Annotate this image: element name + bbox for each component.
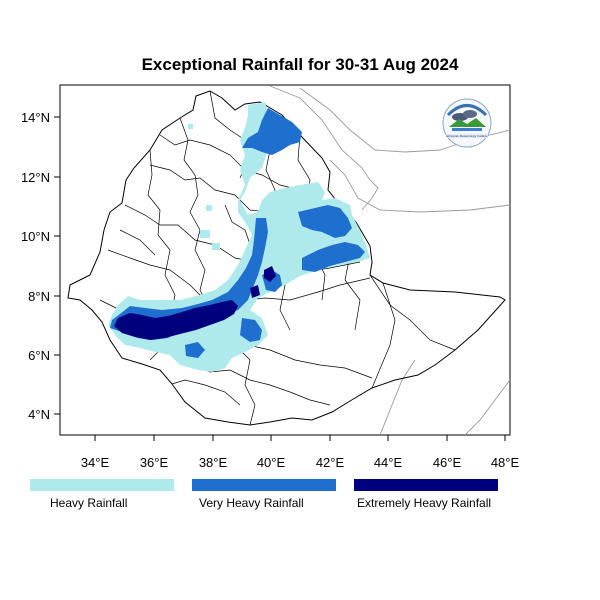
y-tick-label: 4°N	[28, 407, 50, 422]
x-tick-label: 48°E	[491, 455, 520, 470]
heavy-rainfall-area	[108, 102, 370, 372]
x-tick-labels: 34°E 36°E 38°E 40°E 42°E 44°E 46°E 48°E	[81, 455, 520, 470]
logo-text: Ethiopian Meteorology Institute	[446, 134, 488, 138]
y-tick-label: 6°N	[28, 348, 50, 363]
x-tick-label: 36°E	[140, 455, 169, 470]
extremely-heavy-rainfall-area	[114, 266, 276, 340]
legend-swatch-heavy	[30, 479, 174, 491]
x-tick-label: 34°E	[81, 455, 110, 470]
legend-label-extremely-heavy: Extremely Heavy Rainfall	[357, 496, 492, 510]
axis-ticks	[54, 116, 506, 441]
legend-label-very-heavy: Very Heavy Rainfall	[199, 496, 304, 510]
y-tick-label: 10°N	[21, 229, 50, 244]
y-tick-label: 8°N	[28, 289, 50, 304]
y-tick-labels: 14°N 12°N 10°N 8°N 6°N 4°N	[21, 110, 50, 422]
map-title: Exceptional Rainfall for 30-31 Aug 2024	[141, 55, 459, 74]
legend-swatch-very-heavy	[192, 479, 336, 491]
legend-label-heavy: Heavy Rainfall	[50, 496, 128, 510]
x-tick-label: 42°E	[316, 455, 345, 470]
country-outline	[67, 90, 506, 426]
x-tick-label: 38°E	[199, 455, 228, 470]
y-tick-label: 12°N	[21, 170, 50, 185]
x-tick-label: 40°E	[257, 455, 286, 470]
x-tick-label: 46°E	[433, 455, 462, 470]
legend-swatch-extremely-heavy	[354, 479, 498, 491]
x-tick-label: 44°E	[374, 455, 403, 470]
institute-logo: Ethiopian Meteorology Institute	[442, 98, 492, 148]
y-tick-label: 14°N	[21, 110, 50, 125]
